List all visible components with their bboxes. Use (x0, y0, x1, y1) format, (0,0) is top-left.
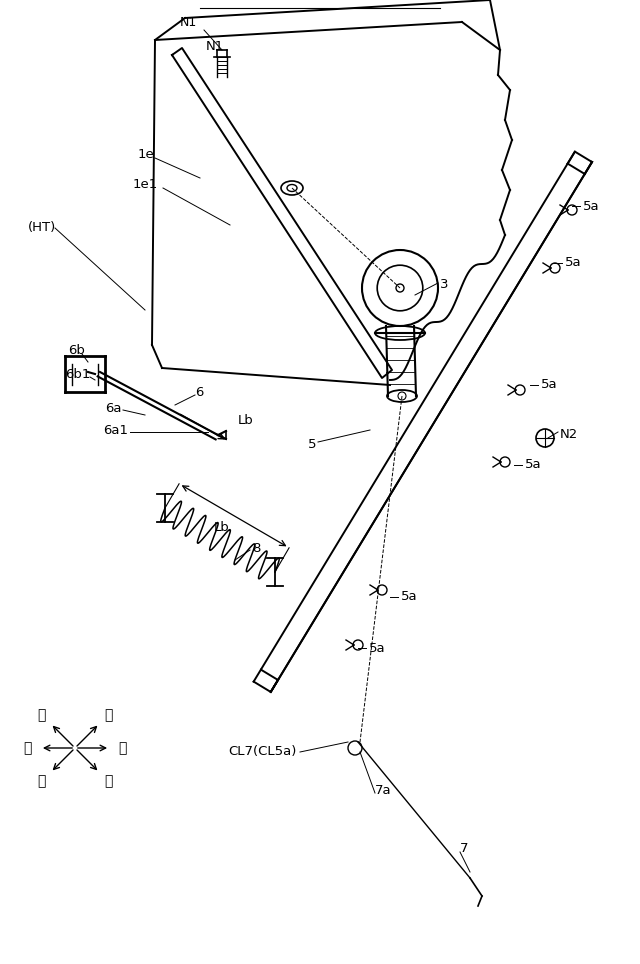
Text: 6b1: 6b1 (65, 368, 90, 382)
Text: 6b: 6b (68, 343, 85, 357)
Text: 6a1: 6a1 (103, 423, 128, 437)
Text: 右: 右 (38, 708, 46, 722)
Text: 8: 8 (252, 542, 260, 554)
Text: 7a: 7a (375, 784, 392, 796)
Text: 7: 7 (460, 842, 468, 854)
Text: (HT): (HT) (28, 222, 56, 234)
Text: 1e: 1e (138, 148, 155, 162)
Text: 5a: 5a (583, 200, 600, 212)
Text: 5a: 5a (541, 379, 557, 391)
Text: 上: 上 (24, 741, 32, 755)
Text: 1e1: 1e1 (133, 178, 158, 192)
Text: CL7(CL5a): CL7(CL5a) (228, 745, 296, 759)
Text: 5a: 5a (525, 459, 541, 471)
Text: 下: 下 (118, 741, 127, 755)
Text: 6a: 6a (105, 401, 122, 415)
Text: 5: 5 (308, 439, 317, 451)
Text: 5a: 5a (565, 256, 582, 270)
Text: Lb: Lb (238, 414, 253, 426)
Text: N1: N1 (206, 40, 224, 52)
Text: N1: N1 (180, 15, 197, 29)
Text: 左: 左 (104, 774, 112, 789)
Text: 3: 3 (440, 279, 449, 291)
Text: 前: 前 (104, 708, 112, 722)
Text: N2: N2 (560, 429, 579, 442)
Text: 後: 後 (38, 774, 46, 789)
Text: Lb: Lb (214, 522, 230, 534)
Text: 5a: 5a (401, 591, 418, 603)
Text: 5a: 5a (369, 641, 386, 655)
Text: 6: 6 (195, 386, 204, 398)
